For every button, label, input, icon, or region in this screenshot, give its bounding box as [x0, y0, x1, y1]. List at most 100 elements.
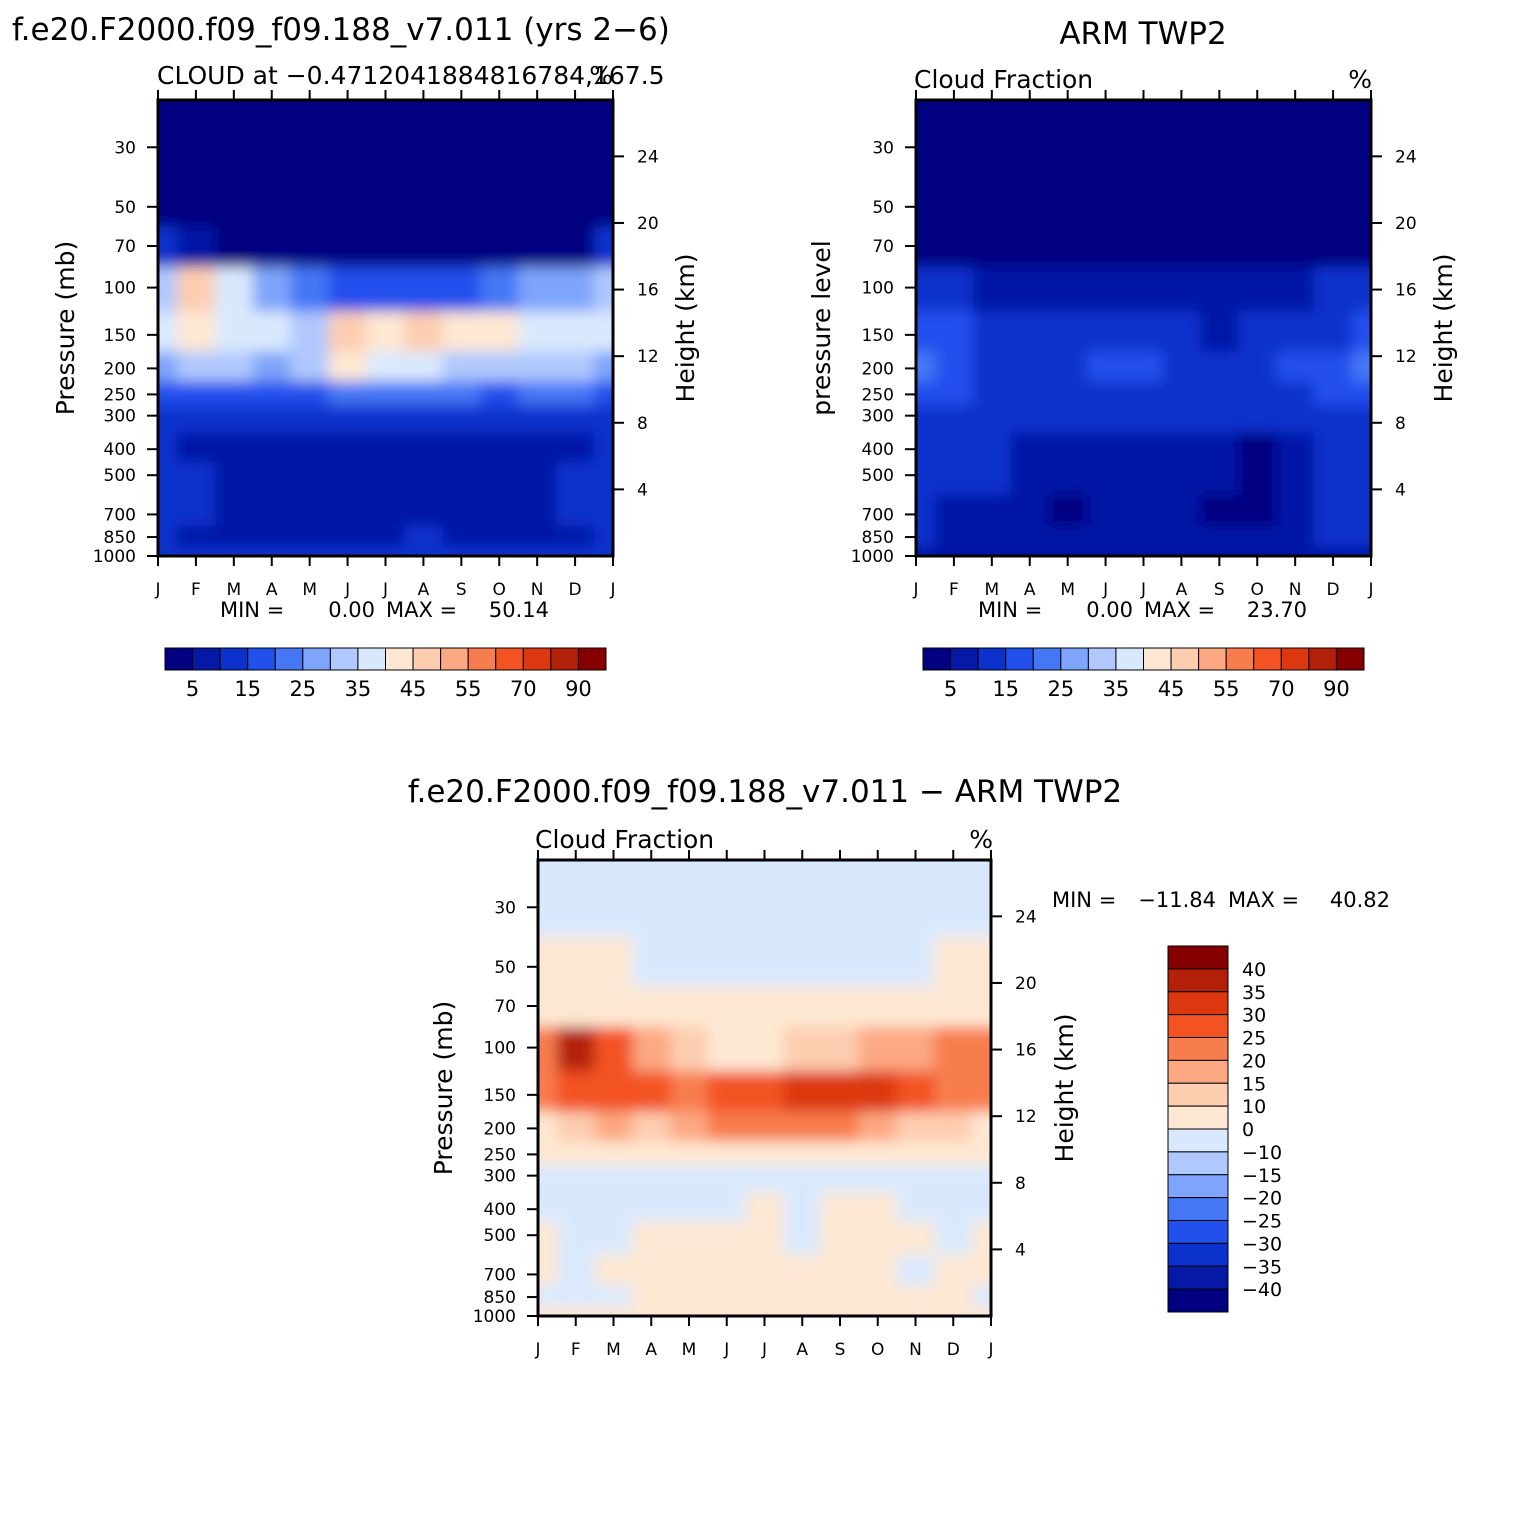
heatmap-cell	[214, 546, 254, 556]
heatmap-cell	[290, 432, 330, 463]
heatmap-cell	[1200, 226, 1239, 268]
heatmap-cell	[442, 311, 481, 353]
y2-tick-label: 16	[1015, 1041, 1037, 1061]
heatmap-cell	[328, 177, 368, 227]
colorbar-swatch	[192, 647, 221, 671]
heatmap-cell	[1010, 546, 1050, 556]
heatmap-cell	[404, 494, 443, 527]
colorbar-label: 70	[1268, 677, 1295, 701]
heatmap-cell	[670, 1192, 709, 1223]
heatmap-cell	[518, 177, 557, 227]
x-tick-label: J	[1367, 580, 1373, 600]
y-tick-label: 50	[114, 198, 136, 218]
heatmap-cell	[176, 405, 216, 433]
heatmap-cell	[214, 432, 254, 463]
heatmap-cell	[158, 266, 178, 312]
heatmap-cell	[1010, 432, 1050, 463]
heatmap-cell	[158, 462, 178, 496]
heatmap-cell	[1048, 381, 1088, 406]
heatmap-cell	[1314, 177, 1353, 227]
heatmap-cell	[783, 860, 822, 938]
heatmap-cell	[707, 1141, 747, 1166]
heatmap-cell	[328, 462, 368, 496]
heatmap-cell	[1238, 462, 1277, 496]
heatmap-cell	[594, 1254, 633, 1287]
heatmap-cell	[1314, 311, 1353, 353]
model-heatmap	[158, 100, 613, 556]
heatmap-cell	[1238, 177, 1277, 227]
heatmap-cell	[556, 381, 595, 406]
heatmap-cell	[404, 311, 443, 353]
heatmap-cell	[328, 226, 368, 268]
heatmap-cell	[916, 381, 936, 406]
heatmap-cell	[556, 1165, 596, 1193]
x-tick-label: J	[723, 1340, 729, 1360]
x-tick-label: F	[191, 580, 201, 600]
heatmap-cell	[896, 1111, 935, 1142]
heatmap-cell	[556, 177, 595, 227]
heatmap-cell	[328, 525, 368, 548]
heatmap-cell	[1048, 266, 1088, 312]
heatmap-cell	[1352, 462, 1371, 496]
heatmap-cell	[707, 1222, 747, 1256]
heatmap-cell	[1010, 226, 1050, 268]
colorbar-swatch	[357, 647, 386, 671]
colorbar-label: −15	[1242, 1165, 1282, 1187]
heatmap-cell	[518, 311, 557, 353]
colorbar-label: −40	[1242, 1279, 1282, 1301]
heatmap-cell	[1200, 266, 1239, 312]
heatmap-cell	[858, 1141, 898, 1166]
y-tick-label: 100	[484, 1039, 516, 1059]
colorbar-swatch	[1167, 1220, 1229, 1244]
colorbar-swatch	[1167, 1082, 1229, 1107]
model-colorbar: 5 15 25 35 45 55 70 90	[164, 647, 607, 701]
heatmap-cell	[176, 381, 216, 406]
heatmap-cell	[934, 494, 974, 527]
heatmap-cell	[556, 1071, 596, 1113]
colorbar-label: 15	[1242, 1073, 1266, 1095]
heatmap-cell	[1124, 432, 1163, 463]
x-tick-label: A	[1024, 580, 1036, 600]
heatmap-cell	[176, 546, 216, 556]
heatmap-cell	[1352, 311, 1371, 353]
heatmap-cell	[594, 1141, 633, 1166]
heatmap-cell	[821, 1165, 860, 1193]
heatmap-cell	[556, 1306, 596, 1316]
heatmap-cell	[366, 546, 405, 556]
y-tick-label: 250	[104, 385, 136, 405]
colorbar-swatch	[1198, 647, 1227, 671]
colorbar-label: 15	[992, 677, 1019, 701]
heatmap-cell	[214, 494, 254, 527]
heatmap-cell	[556, 1222, 596, 1256]
heatmap-cell	[556, 405, 595, 433]
colorbar-label: 10	[1242, 1096, 1266, 1118]
heatmap-cell	[556, 311, 595, 353]
heatmap-cell	[632, 1306, 671, 1316]
heatmap-cell	[538, 937, 558, 987]
heatmap-cell	[1200, 100, 1239, 178]
heatmap-cell	[745, 860, 784, 938]
x-tick-label: A	[796, 1340, 808, 1360]
y-tick-label: 1000	[93, 547, 136, 567]
heatmap-cell	[1314, 266, 1353, 312]
x-tick-label: N	[531, 580, 544, 600]
heatmap-cell	[556, 546, 595, 556]
heatmap-cell	[1200, 546, 1239, 556]
heatmap-cell	[1352, 266, 1371, 312]
heatmap-cell	[1086, 494, 1126, 527]
heatmap-cell	[707, 1111, 747, 1142]
heatmap-cell	[442, 100, 481, 178]
heatmap-cell	[480, 351, 519, 382]
colorbar-label: 90	[565, 677, 592, 701]
heatmap-cell	[1086, 177, 1126, 227]
heatmap-cell	[1276, 525, 1315, 548]
heatmap-cell	[158, 546, 178, 556]
heatmap-cell	[158, 525, 178, 548]
heatmap-cell	[556, 494, 595, 527]
heatmap-cell	[290, 546, 330, 556]
y2-tick-label: 16	[637, 281, 659, 301]
heatmap-cell	[783, 986, 822, 1028]
heatmap-cell	[1124, 462, 1163, 496]
heatmap-cell	[1086, 100, 1126, 178]
